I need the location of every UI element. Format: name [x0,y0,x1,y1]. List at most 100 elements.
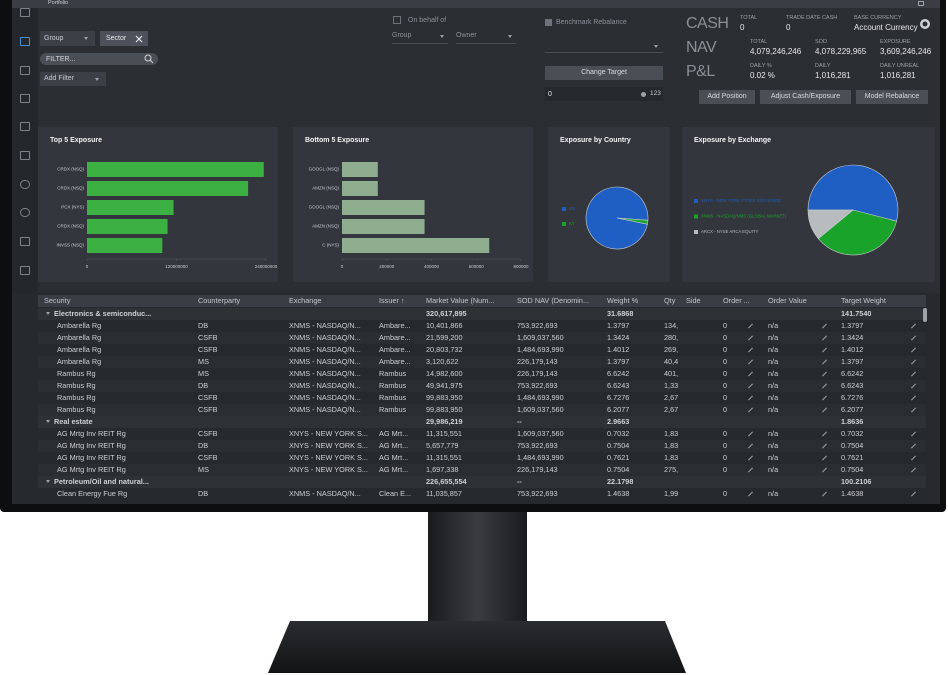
column-header[interactable]: Weight % [607,296,639,305]
pie-slice [616,217,649,225]
nav-icon[interactable] [20,8,30,17]
refresh-icon[interactable] [919,18,931,30]
table-cell: n/a [768,489,779,498]
nav-icon[interactable] [20,37,30,46]
filter-input[interactable]: FILTER... [40,53,158,65]
table-cell: AG Mrtg Inv REIT Rg [57,441,126,450]
table-cell: DB [198,489,209,498]
table-cell: 6.6243 [607,381,630,390]
action-button[interactable]: Add Position [699,90,755,104]
category-label: CRDX (NSQ) [57,167,84,172]
table-cell: 0 [723,441,728,450]
column-header[interactable]: Qty [664,296,676,305]
column-header[interactable]: Order ... [723,296,750,305]
nav-icon[interactable] [20,151,30,160]
group-target-weight: 100.2106 [841,477,872,486]
filter-placeholder: FILTER... [46,56,76,63]
table-cell: 6.7276 [607,393,630,402]
checkbox[interactable] [393,16,401,24]
summary-field-value: 0.02 % [750,71,775,80]
nav-icon[interactable] [20,208,30,217]
action-button[interactable]: Model Rebalance [856,90,928,104]
table-cell: 0.7621 [607,453,630,462]
column-header[interactable]: Order Value [768,296,807,305]
table-cell: 1,484,693,990 [517,393,564,402]
nav-icon[interactable] [20,66,30,75]
column-header[interactable]: Target Weight [841,296,886,305]
summary-field-value: 0 [740,23,745,32]
category-label: GOOGL (NSQ) [309,205,340,210]
summary-section-label: P&L [686,63,715,80]
nav-icon[interactable] [20,180,30,189]
column-header[interactable]: Exchange [289,296,322,305]
column-header[interactable]: Market Value (Num... [426,296,495,305]
x-tick-label: 0 [86,264,89,269]
chart: GOOGL (NSQ) AMZN (NSQ) GOOGL (NSQ) AMZN (NS… [309,162,529,269]
column-header[interactable]: Counterparty [198,296,241,305]
table-cell: Rambus Rg [57,405,96,414]
table-cell: CSFB [198,453,218,462]
table-cell: 1.4638 [607,489,630,498]
column-header[interactable]: SOD NAV (Denomin... [517,296,590,305]
table-cell: Rambus Rg [57,369,96,378]
app-title: Portfolio [48,0,69,6]
summary-field-value: 0 [786,23,791,32]
table-cell: 1,83 [664,441,679,450]
change-target-button[interactable]: Change Target [545,66,663,80]
table-cell: XNMS - NASDAQ/N... [289,381,361,390]
table-cell: 0 [723,369,728,378]
table-cell: 6.7276 [841,393,864,402]
expand-icon[interactable] [918,1,924,6]
summary-field-value: 1,016,281 [880,71,916,80]
chart: US KY [562,186,649,250]
table-row [38,368,926,380]
x-tick-label: 400000 [424,264,440,269]
target-input-value: 0 [548,91,552,98]
table-cell: 6.6243 [841,381,864,390]
column-header[interactable]: Security [44,296,71,305]
group-label: Group [392,32,412,39]
group-select[interactable]: Group [40,31,95,46]
table-cell: 5,657,779 [426,441,459,450]
chart-title: Top 5 Exposure [50,137,102,144]
column-header[interactable]: Issuer ↑ [379,296,405,305]
add-filter[interactable]: Add Filter [40,72,106,86]
summary-field-value: Account Currency [854,23,918,32]
column-header[interactable]: Side [686,296,701,305]
table-cell: DB [198,441,209,450]
table-cell: 1.3797 [607,357,630,366]
chart-panel: Top 5 Exposure CRDX (NSQ) CRDX (NSQ) PCX (N… [38,127,278,282]
table-cell: 1,697,338 [426,465,459,474]
scrollbar[interactable] [923,308,927,322]
table-cell: Ambare... [379,357,411,366]
target-count: 123 [650,90,661,97]
bar [87,238,163,253]
summary-field-label: BASE CURRENCY [854,15,902,21]
table-cell: XNMS - NASDAQ/N... [289,357,361,366]
table-cell: 1,609,037,560 [517,429,564,438]
summary-section-label: CASH [686,15,729,32]
table-cell: XNYS - NEW YORK S... [289,465,368,474]
sector-chip[interactable]: Sector [100,31,148,46]
legend-swatch [562,207,566,211]
target-input[interactable]: 0 123 [545,87,663,101]
summary-field-label: SOD [815,39,827,45]
table-cell: AG Mrt... [379,429,409,438]
table-cell: 6.6242 [607,369,630,378]
action-button[interactable]: Adjust Cash/Exposure [760,90,851,104]
nav-icon[interactable] [20,94,30,103]
table-cell: 10,401,866 [426,321,463,330]
summary-field-value: 4,078,229,965 [815,47,867,56]
checkbox[interactable] [545,19,552,26]
nav-icon[interactable] [20,237,30,246]
table-cell: 1,484,693,990 [517,345,564,354]
table-cell: 280, [664,333,679,342]
nav-icon[interactable] [20,122,30,131]
summary-field-value: 1,016,281 [815,71,851,80]
table-cell: XNMS - NASDAQ/N... [289,405,361,414]
table-row [38,452,926,464]
remove-icon[interactable] [135,35,143,43]
table-cell: 2,67 [664,393,679,402]
table-cell: n/a [768,369,779,378]
nav-icon[interactable] [20,266,30,275]
